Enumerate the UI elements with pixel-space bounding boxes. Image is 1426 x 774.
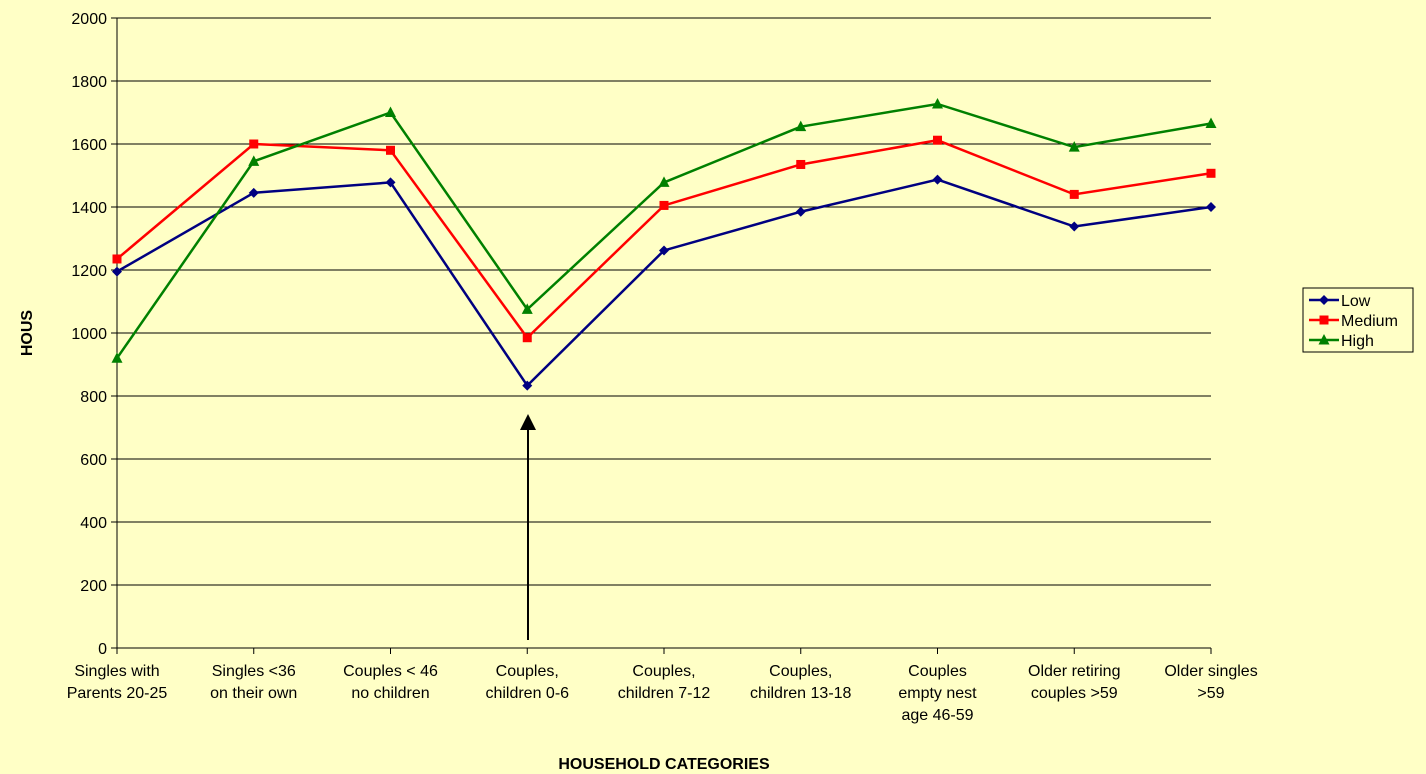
y-tick-label: 1600	[71, 137, 107, 154]
legend-marker	[1318, 334, 1330, 345]
data-point	[112, 254, 122, 264]
arrow-head	[520, 414, 536, 430]
data-point	[796, 159, 806, 169]
y-tick-label: 1000	[71, 326, 107, 343]
data-point	[658, 176, 670, 187]
data-point	[521, 303, 533, 314]
x-tick-label: Couples, children 0-6	[485, 663, 569, 702]
y-tick-label: 1400	[71, 200, 107, 217]
data-point	[1068, 141, 1080, 152]
data-point	[112, 266, 122, 277]
legend-label: Medium	[1341, 313, 1398, 330]
data-point	[248, 187, 259, 198]
data-point	[522, 333, 532, 343]
y-axis-title: HOUS	[19, 310, 36, 357]
x-tick-label: Singles with Parents 20-25	[67, 663, 168, 702]
data-point	[1205, 117, 1217, 129]
x-tick-label: Older singles >59	[1164, 663, 1257, 702]
legend-label: High	[1341, 333, 1374, 350]
data-point	[248, 155, 260, 166]
y-tick-label: 800	[80, 389, 107, 406]
y-tick-label: 1200	[71, 263, 107, 280]
data-point	[386, 145, 395, 155]
y-tick-label: 1800	[71, 74, 107, 91]
data-point	[659, 245, 669, 256]
y-tick-label: 400	[80, 515, 107, 532]
data-point	[795, 206, 806, 217]
x-tick-label: Couples, children 7-12	[618, 663, 711, 702]
data-point	[1206, 202, 1216, 212]
y-tick-label: 200	[80, 578, 107, 595]
x-tick-label: Singles <36 on their own	[210, 663, 297, 702]
data-point	[385, 106, 396, 117]
data-point	[385, 177, 396, 188]
y-tick-label: 2000	[71, 11, 107, 28]
data-point	[795, 120, 807, 132]
data-point	[932, 174, 943, 185]
data-point	[1206, 168, 1216, 178]
x-tick-label: Couples, children 13-18	[750, 663, 852, 702]
y-tick-label: 0	[98, 641, 107, 658]
legend-label: Low	[1341, 293, 1371, 310]
legend-marker	[1319, 295, 1329, 305]
x-axis-title: HOUSEHOLD CATEGORIES	[558, 756, 770, 773]
x-tick-label: Couples empty nest age 46-59	[898, 663, 977, 724]
data-point	[659, 200, 669, 210]
data-point	[1069, 221, 1080, 232]
data-point	[111, 352, 123, 363]
legend-marker	[1319, 315, 1329, 325]
data-point	[522, 380, 533, 391]
x-tick-label: Couples < 46 no children	[343, 663, 438, 702]
y-tick-label: 600	[80, 452, 107, 469]
data-point	[1069, 189, 1079, 199]
data-point	[249, 139, 259, 149]
data-point	[933, 135, 942, 145]
x-tick-label: Older retiring couples >59	[1028, 663, 1120, 702]
data-point	[932, 97, 943, 109]
